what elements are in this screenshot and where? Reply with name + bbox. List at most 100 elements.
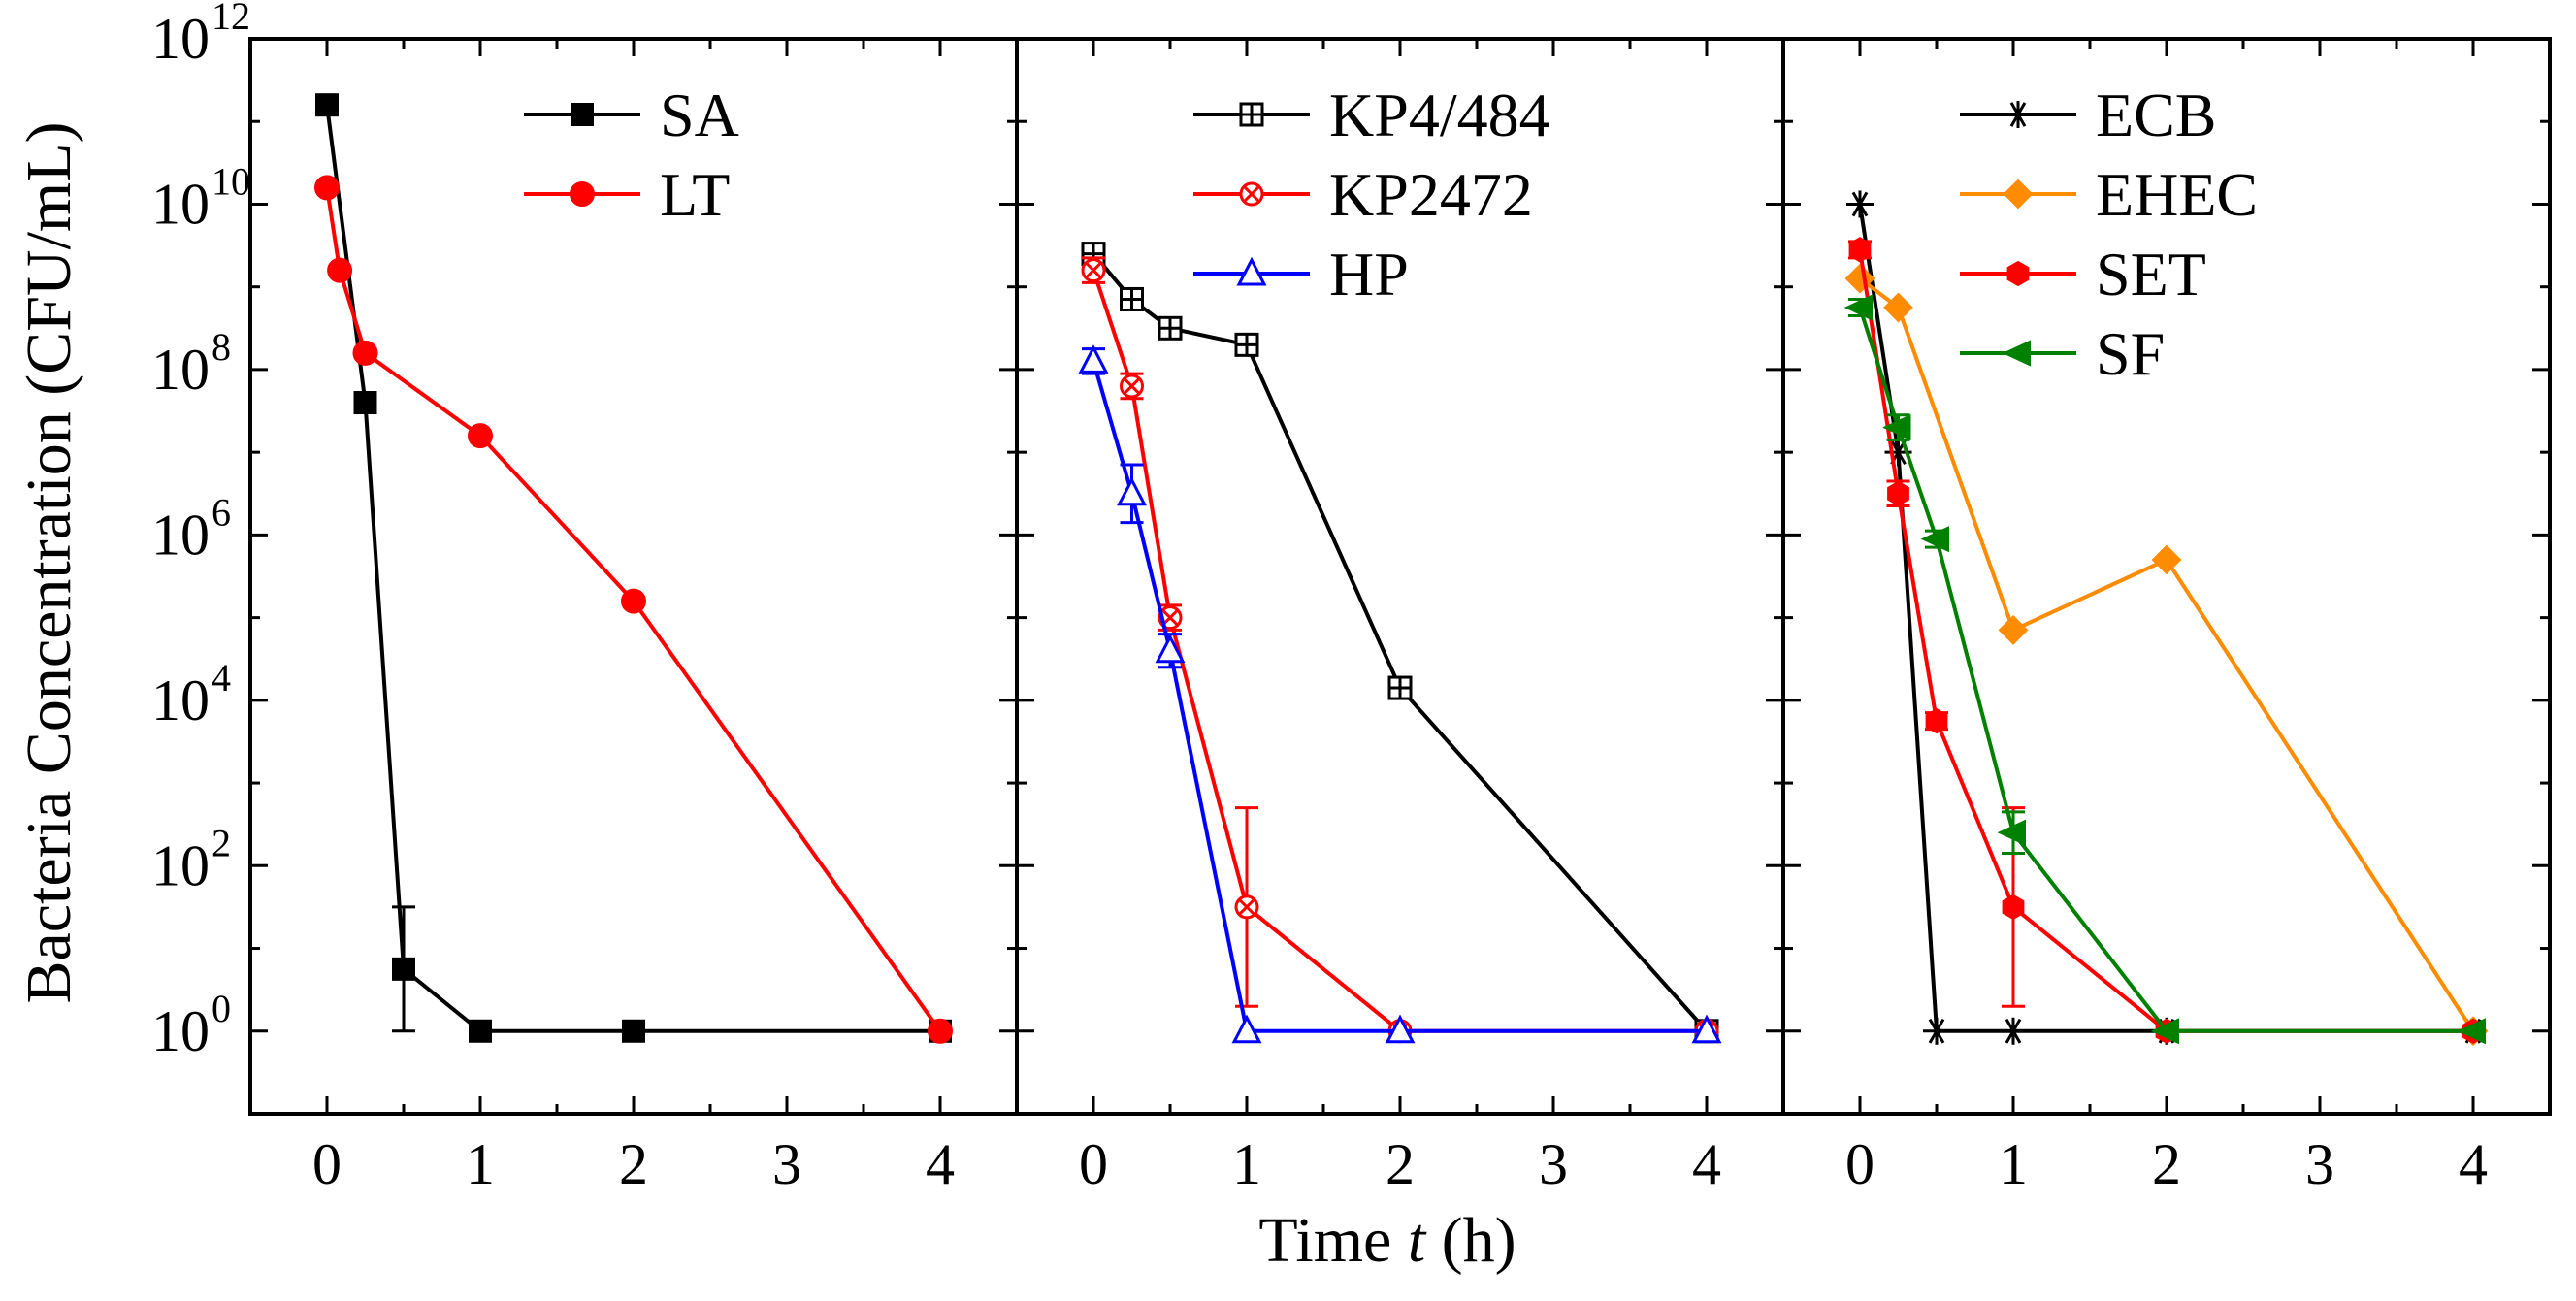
data-point [2002, 894, 2025, 921]
y-tick-label: 10 [151, 833, 210, 897]
marker-triangle-left [1882, 414, 1911, 441]
data-point [1120, 374, 1144, 399]
legend-marker [2006, 260, 2030, 287]
y-tick-exponent: 4 [212, 656, 231, 699]
x-tick-label: 0 [1079, 1132, 1108, 1196]
marker-diamond [1998, 614, 2029, 645]
marker-diamond [1883, 292, 1913, 323]
legend-label: SF [2096, 319, 2165, 388]
x-tick-label: 0 [312, 1132, 342, 1196]
data-point [1234, 894, 1259, 920]
marker-diamond [2151, 544, 2182, 575]
x-tick-label: 2 [619, 1132, 648, 1196]
marker-circle [327, 257, 353, 283]
marker-triangle-left [2002, 340, 2031, 367]
marker-square [469, 1019, 492, 1043]
marker-triangle-open [1236, 256, 1267, 286]
y-tick-label: 10 [151, 172, 210, 236]
y-tick-label: 10 [151, 7, 210, 71]
x-tick-label: 4 [2459, 1132, 2488, 1196]
series-ecb [1846, 190, 2487, 1045]
data-point [1155, 634, 1186, 664]
legend-marker [2002, 340, 2031, 367]
data-point [1883, 292, 1913, 323]
series-line [1858, 276, 2475, 1032]
marker-triangle-open [1231, 1014, 1262, 1044]
series-line [1092, 252, 1709, 1033]
marker-hexagon [1848, 237, 1872, 263]
legend-label: KP2472 [1329, 160, 1533, 229]
x-tick-label: 3 [772, 1132, 801, 1196]
legend-label: HP [1329, 240, 1409, 309]
marker-square [571, 103, 594, 126]
data-point [1231, 1014, 1262, 1044]
series-line [325, 187, 942, 1032]
series-line [1858, 204, 2473, 1033]
data-point [1691, 1014, 1722, 1044]
legend-label: ECB [2096, 81, 2216, 149]
x-tick-label: 1 [1232, 1132, 1261, 1196]
series-line [1092, 270, 1707, 1033]
data-point [315, 93, 339, 117]
marker-triangle-open [1078, 344, 1109, 374]
marker-circle [928, 1018, 953, 1044]
legend: ECB EHEC SET SF [1960, 81, 2258, 388]
data-point [392, 957, 415, 981]
data-point [469, 1019, 492, 1043]
marker-hexagon [1925, 707, 1948, 734]
legend-label: SET [2096, 240, 2206, 309]
legend-marker [1236, 256, 1267, 286]
data-point [1998, 614, 2029, 645]
legend-item: EHEC [1960, 160, 2258, 229]
legend-marker [2003, 179, 2034, 210]
marker-x-b [1243, 185, 1260, 203]
legend: KP4/484 KP2472 HP [1193, 81, 1550, 309]
marker-x-b [1238, 898, 1255, 916]
data-point [1848, 237, 1872, 263]
legend-item: SA [524, 81, 739, 149]
legend-marker [1239, 102, 1264, 127]
data-point [2150, 1018, 2179, 1045]
y-tick-label: 10 [151, 338, 210, 402]
y-tick-label: 10 [151, 503, 210, 567]
x-tick-label: 4 [1692, 1132, 1721, 1196]
data-point [1078, 344, 1109, 374]
marker-square [622, 1019, 645, 1043]
x-tick-label: 1 [466, 1132, 495, 1196]
marker-triangle-left [1843, 294, 1873, 321]
marker-x-b [1085, 261, 1102, 279]
y-tick-exponent: 12 [212, 0, 250, 38]
legend-item: ECB [1960, 81, 2216, 149]
data-point [314, 175, 340, 201]
marker-triangle-left [2457, 1018, 2486, 1045]
marker-square [353, 391, 377, 415]
data-point [1081, 258, 1106, 283]
data-point [928, 1018, 953, 1044]
legend: SA LT [524, 81, 739, 229]
data-point [1385, 1014, 1416, 1044]
data-point [622, 1019, 645, 1043]
marker-square [315, 93, 339, 117]
legend-label: EHEC [2096, 160, 2258, 229]
legend-item: KP2472 [1193, 160, 1533, 229]
y-tick-exponent: 6 [212, 490, 231, 534]
series-ehec [1844, 263, 2489, 1047]
series-line [1858, 249, 2473, 1033]
data-point [2457, 1018, 2486, 1045]
data-point [1925, 707, 1948, 734]
marker-triangle-left [1997, 819, 2026, 846]
marker-triangle-open [1117, 476, 1147, 506]
panel-3: 0 1 2 3 4 ECB EHEC SET SF [1781, 37, 2552, 1196]
data-point [621, 588, 646, 614]
legend-label: SA [660, 81, 739, 149]
marker-circle [352, 340, 378, 366]
data-point [2151, 544, 2182, 575]
data-point [1158, 315, 1183, 341]
data-point [1117, 476, 1147, 506]
x-axis-title: Time t (h) [1258, 1205, 1516, 1276]
legend-marker [571, 103, 594, 126]
legend-item: SF [1960, 319, 2165, 388]
series-kp4-484 [1081, 242, 1719, 1044]
